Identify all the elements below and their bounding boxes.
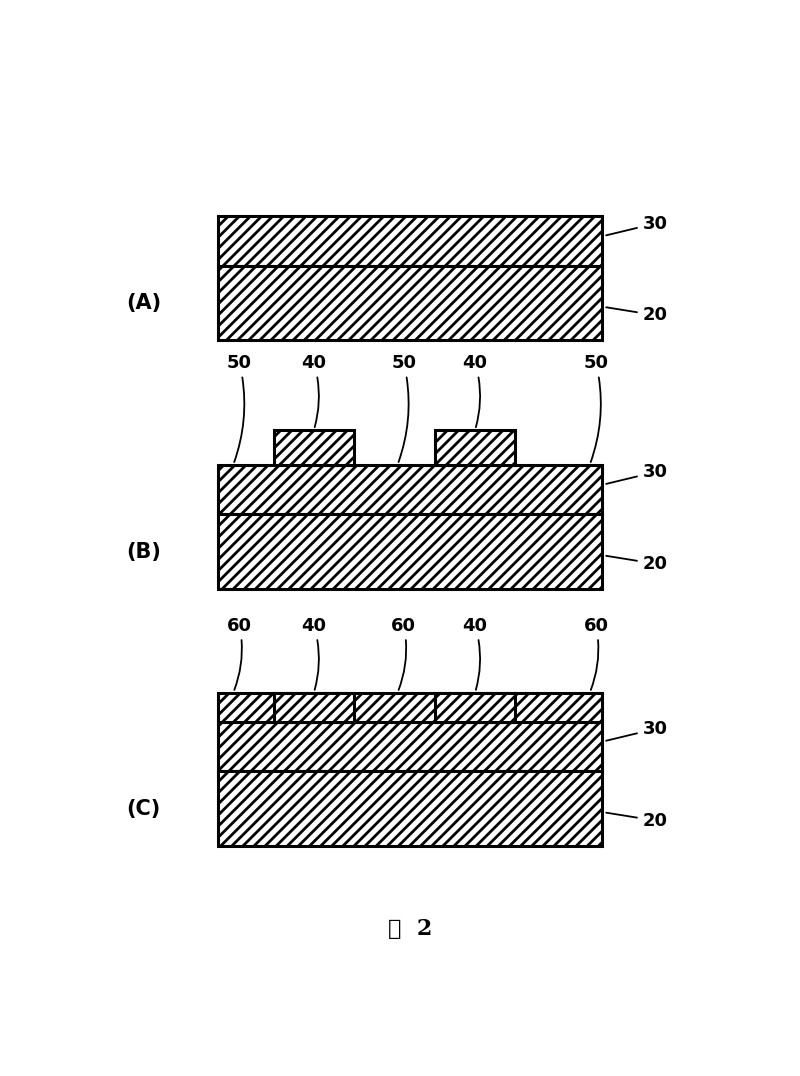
Bar	[218, 771, 602, 846]
Bar	[435, 693, 515, 722]
Bar	[218, 216, 602, 266]
Text: 40: 40	[302, 354, 326, 427]
Text: 40: 40	[302, 617, 326, 690]
Bar	[218, 514, 602, 589]
Bar	[218, 266, 602, 340]
Bar	[274, 693, 354, 722]
Text: 50: 50	[583, 354, 609, 462]
Text: 20: 20	[606, 555, 667, 572]
Bar	[218, 693, 602, 722]
Text: (B): (B)	[126, 541, 161, 562]
Text: (A): (A)	[126, 293, 161, 313]
Text: 20: 20	[606, 811, 667, 830]
Text: 30: 30	[606, 463, 667, 484]
Text: 40: 40	[462, 617, 487, 690]
Text: 40: 40	[462, 354, 487, 427]
Bar	[274, 430, 354, 465]
Bar	[435, 430, 515, 465]
Text: 30: 30	[606, 720, 667, 740]
Text: 20: 20	[606, 307, 667, 324]
Text: 60: 60	[583, 617, 609, 690]
Text: 図  2: 図 2	[388, 918, 432, 939]
Text: 30: 30	[606, 214, 667, 236]
Bar	[218, 465, 602, 514]
Text: (C): (C)	[126, 798, 161, 819]
Text: 60: 60	[391, 617, 416, 690]
Text: 60: 60	[227, 617, 252, 690]
Text: 50: 50	[227, 354, 252, 462]
Bar	[218, 722, 602, 771]
Text: 50: 50	[391, 354, 416, 462]
